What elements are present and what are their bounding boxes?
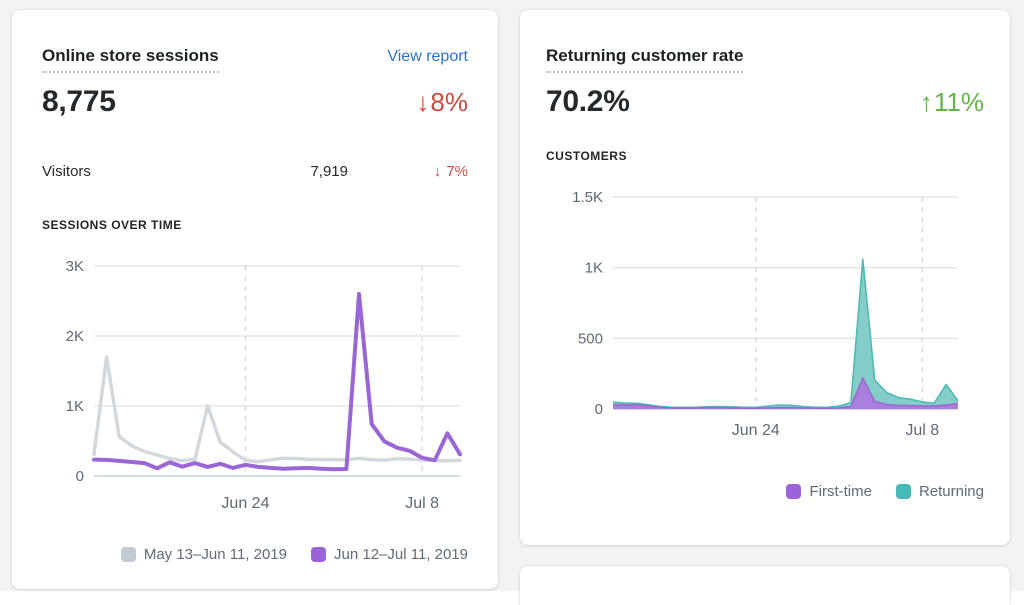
next-card-partial [520,566,1010,605]
returning-primary-metric: 70.2% ↑11% [546,85,984,119]
y-axis-tick-label: 1.5K [572,189,603,206]
card-header: Returning customer rate [546,46,984,73]
view-report-link[interactable]: View report [387,48,468,65]
returning-delta-value: 11% [933,87,984,117]
customers-chart: 0 500 1K 1.5K Jun 24 Jul 8 [546,179,984,447]
visitors-delta-value: 7% [446,163,468,180]
y-axis-tick-label: 0 [76,468,84,485]
down-arrow-icon: ↓ [416,87,430,117]
legend-item: First-time [786,483,872,500]
visitors-value: 7,919 [310,163,348,180]
legend-swatch-icon [120,547,136,562]
x-axis-tick-label: Jul 8 [405,495,439,512]
sessions-chart-legend: May 13–Jun 11, 2019 Jun 12–Jul 11, 2019 [42,546,468,563]
legend-item: Jun 12–Jul 11, 2019 [311,546,468,563]
visitors-delta-badge: ↓ 7% [348,163,468,180]
returning-rate-value: 70.2% [546,85,630,118]
customers-chart-legend: First-time Returning [546,483,984,500]
returning-delta-badge: ↑11% [920,87,984,118]
y-axis-tick-label: 2K [66,328,84,345]
legend-label: Jun 12–Jul 11, 2019 [334,546,468,563]
online-store-sessions-card: Online store sessions View report 8,775 … [12,10,498,589]
card-header: Online store sessions View report [42,46,468,73]
down-arrow-icon: ↓ [433,163,442,180]
legend-swatch-icon [786,484,802,499]
y-axis-tick-label: 1K [66,398,84,415]
x-axis-tick-label: Jul 8 [905,422,939,439]
sessions-delta-badge: ↓8% [416,87,468,118]
up-arrow-icon: ↑ [919,87,933,117]
y-axis-tick-label: 500 [578,330,603,347]
y-axis-tick-label: 0 [595,401,603,418]
returning-customer-rate-title[interactable]: Returning customer rate [546,46,744,73]
returning-customer-rate-card: Returning customer rate 70.2% ↑11% CUSTO… [520,10,1010,545]
customers-chart-title: CUSTOMERS [546,149,627,163]
sessions-primary-metric: 8,775 ↓8% [42,85,468,119]
visitors-label: Visitors [42,163,91,180]
online-store-sessions-title[interactable]: Online store sessions [42,46,219,73]
legend-label: Returning [918,483,984,500]
visitors-row: Visitors 7,919 ↓ 7% [42,163,468,180]
sessions-over-time-chart: 0 1K 2K 3K Jun 24 Jul 8 [42,246,468,518]
legend-swatch-icon [895,484,911,499]
sessions-chart-title: SESSIONS OVER TIME [42,218,182,232]
legend-label: First-time [809,483,872,500]
x-axis-tick-label: Jun 24 [221,495,269,512]
legend-item: Returning [895,483,984,500]
y-axis-tick-label: 1K [585,260,603,277]
legend-item: May 13–Jun 11, 2019 [120,546,287,563]
sessions-delta-value: 8% [430,87,468,117]
y-axis-tick-label: 3K [66,258,84,275]
x-axis-tick-label: Jun 24 [732,422,780,439]
legend-label: May 13–Jun 11, 2019 [143,546,287,563]
sessions-value: 8,775 [42,85,116,118]
legend-swatch-icon [311,547,326,562]
